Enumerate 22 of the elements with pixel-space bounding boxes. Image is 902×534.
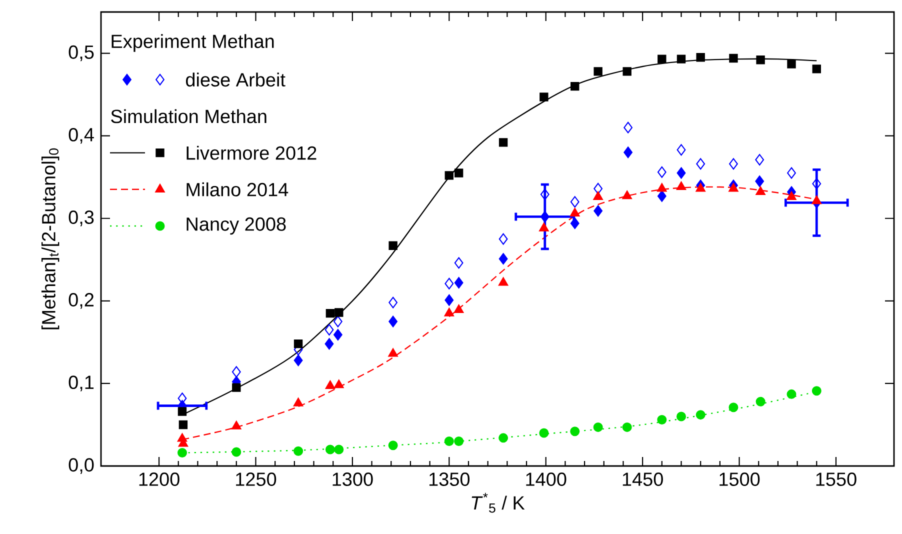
y-tick-label: 0,2 <box>68 293 94 309</box>
legend-label: Milano 2014 <box>186 182 288 196</box>
x-tick-label: 1500 <box>720 472 760 486</box>
annotation: Experiment Methan <box>112 34 274 52</box>
annotation: Simulation Methan <box>111 109 266 124</box>
legend-label: diese Arbeit <box>186 72 286 87</box>
y-tick-label: 0,4 <box>68 128 94 144</box>
y-tick-label: 0,1 <box>68 376 94 392</box>
x-tick-label: 1350 <box>429 472 470 486</box>
x-axis-title: T$^{*}$$_{5}$ / K <box>472 492 525 513</box>
x-tick-label: 1200 <box>139 472 180 486</box>
y-tick-label: 0,3 <box>68 210 94 226</box>
y-tick-label: 0,5 <box>68 45 94 62</box>
x-tick-label: 1550 <box>816 472 856 486</box>
x-tick-label: 1400 <box>526 472 566 486</box>
x-tick-label: 1450 <box>622 472 663 486</box>
x-tick-label: 1250 <box>236 472 276 486</box>
y-axis-title: [Methan]$_{t}$/[2-Butanol]$_{0}$ <box>41 148 60 330</box>
y-tick-label: 0,0 <box>68 458 94 474</box>
legend-label: Nancy 2008 <box>186 217 286 235</box>
x-tick-label: 1300 <box>332 472 373 486</box>
legend-label: Livermore 2012 <box>186 146 316 160</box>
